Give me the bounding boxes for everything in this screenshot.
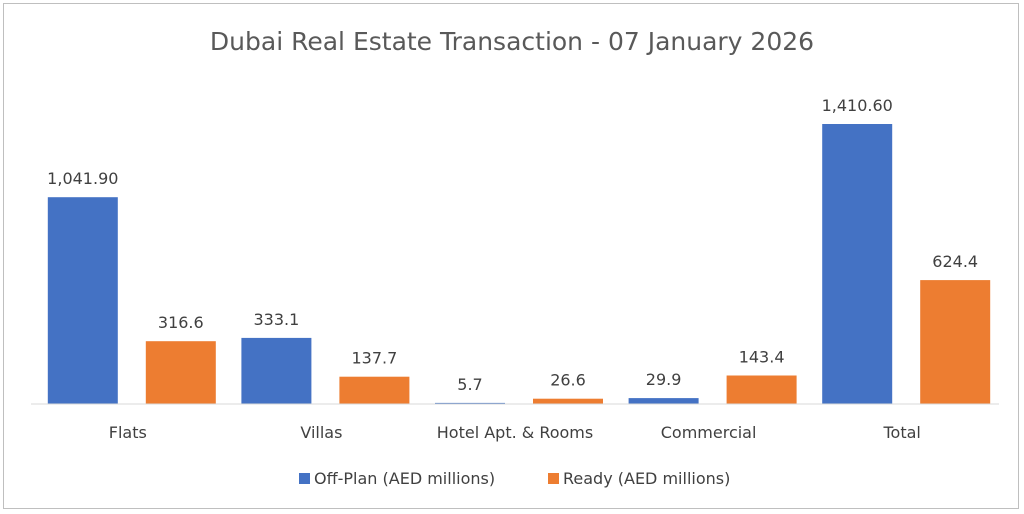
category-label-hotel-apt-rooms: Hotel Apt. & Rooms — [437, 423, 593, 442]
legend-label-off-plan: Off-Plan (AED millions) — [314, 469, 495, 488]
category-label-villas: Villas — [300, 423, 342, 442]
data-label-villas-off-plan: 333.1 — [253, 310, 299, 329]
chart-title: Dubai Real Estate Transaction - 07 Janua… — [210, 27, 814, 56]
data-label-hotel-apt-rooms-ready: 26.6 — [550, 371, 586, 390]
legend-label-ready: Ready (AED millions) — [563, 469, 730, 488]
data-label-villas-ready: 137.7 — [351, 349, 397, 368]
category-label-total: Total — [883, 423, 921, 442]
bar-villas-ready — [339, 376, 410, 404]
data-label-flats-ready: 316.6 — [158, 313, 204, 332]
data-label-flats-off-plan: 1,041.90 — [47, 169, 118, 188]
bar-hotel-apt-rooms-off-plan — [435, 402, 505, 404]
bars-group — [47, 124, 991, 404]
bar-total-ready — [920, 280, 991, 404]
legend: Off-Plan (AED millions) Ready (AED millio… — [299, 469, 730, 488]
bar-total-off-plan — [822, 124, 893, 404]
data-labels-group: 1,041.90 316.6 333.1 137.7 5.7 26.6 29.9 143.4 1… — [47, 96, 978, 394]
bar-hotel-apt-rooms-ready — [533, 398, 603, 404]
bar-flats-ready — [145, 341, 216, 404]
legend-swatch-ready — [548, 473, 559, 484]
data-label-commercial-ready: 143.4 — [739, 348, 785, 367]
data-label-commercial-off-plan: 29.9 — [646, 370, 682, 389]
data-label-hotel-apt-rooms-off-plan: 5.7 — [457, 375, 482, 394]
category-labels-group: Flats Villas Hotel Apt. & Rooms Commercial T… — [109, 423, 921, 442]
data-label-total-ready: 624.4 — [932, 252, 978, 271]
bar-commercial-ready — [726, 375, 797, 404]
bar-flats-off-plan — [47, 197, 118, 404]
bar-commercial-off-plan — [628, 398, 699, 404]
data-label-total-off-plan: 1,410.60 — [822, 96, 893, 115]
bar-villas-off-plan — [241, 337, 312, 404]
category-label-commercial: Commercial — [661, 423, 757, 442]
legend-swatch-off-plan — [299, 473, 310, 484]
category-label-flats: Flats — [109, 423, 147, 442]
